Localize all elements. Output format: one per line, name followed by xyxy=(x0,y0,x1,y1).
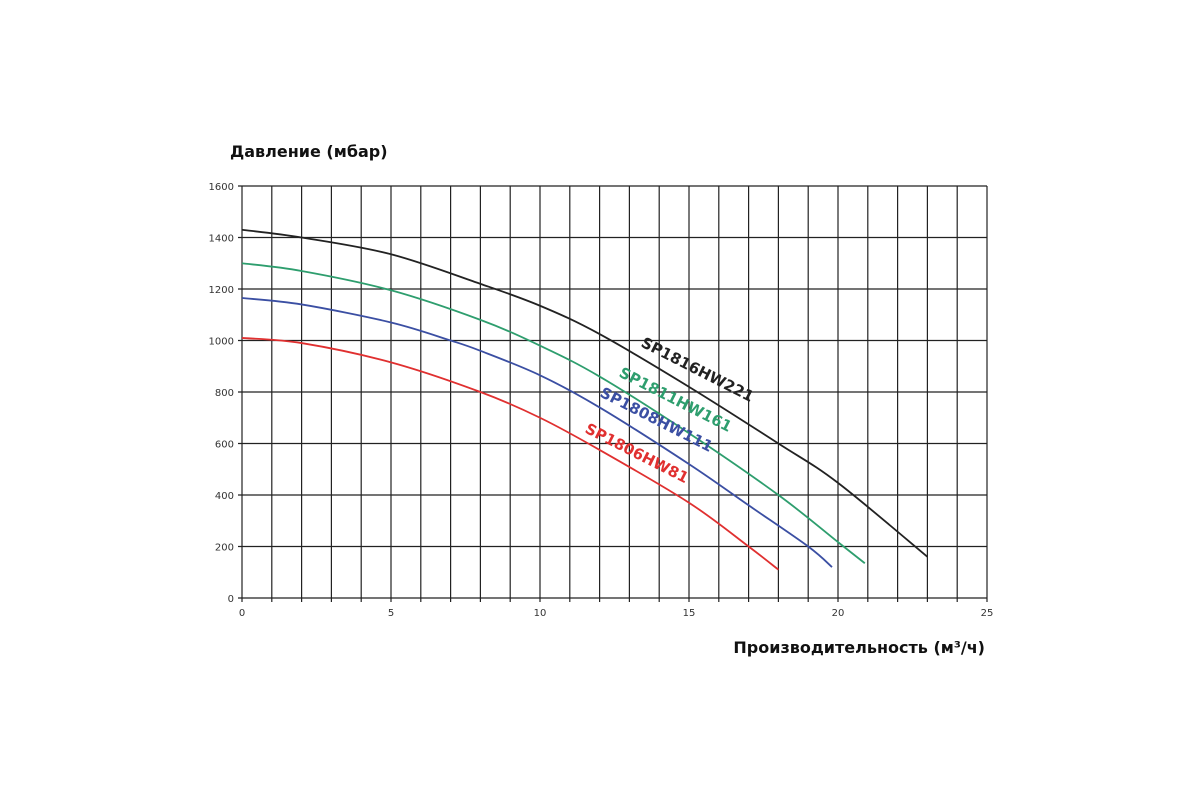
x-tick-label: 10 xyxy=(534,608,547,619)
y-tick-label: 1600 xyxy=(209,182,234,193)
x-tick-label: 5 xyxy=(388,608,394,619)
series-line-sp1808hw111 xyxy=(241,297,833,568)
y-tick-label: 200 xyxy=(215,543,234,554)
y-tick-label: 1200 xyxy=(209,285,234,296)
y-tick-label: 800 xyxy=(215,388,234,399)
y-tick-label: 600 xyxy=(215,440,234,451)
x-axis-title: Производительность (м³/ч) xyxy=(733,638,985,657)
series-line-sp1806hw81 xyxy=(241,337,779,571)
y-tick-label: 400 xyxy=(215,491,234,502)
x-tick-label: 20 xyxy=(832,608,845,619)
x-tick-label: 25 xyxy=(981,608,994,619)
x-tick-label: 0 xyxy=(239,608,245,619)
y-tick-label: 0 xyxy=(228,594,234,605)
series-line-sp1816hw221 xyxy=(241,228,928,558)
x-tick-label: 15 xyxy=(683,608,696,619)
series-line-sp1811hw161 xyxy=(241,262,866,564)
series-labels: SP1816HW221SP1811HW161SP1808HW111SP1806H… xyxy=(582,334,757,488)
y-tick-label: 1400 xyxy=(209,234,234,245)
y-axis-title: Давление (мбар) xyxy=(230,142,388,161)
y-tick-label: 1000 xyxy=(209,337,234,348)
series-lines xyxy=(241,228,928,571)
tick-labels: 0 5 10 15 20 25 0 200 400 600 800 1000 1200 1400 1600 xyxy=(209,182,994,619)
